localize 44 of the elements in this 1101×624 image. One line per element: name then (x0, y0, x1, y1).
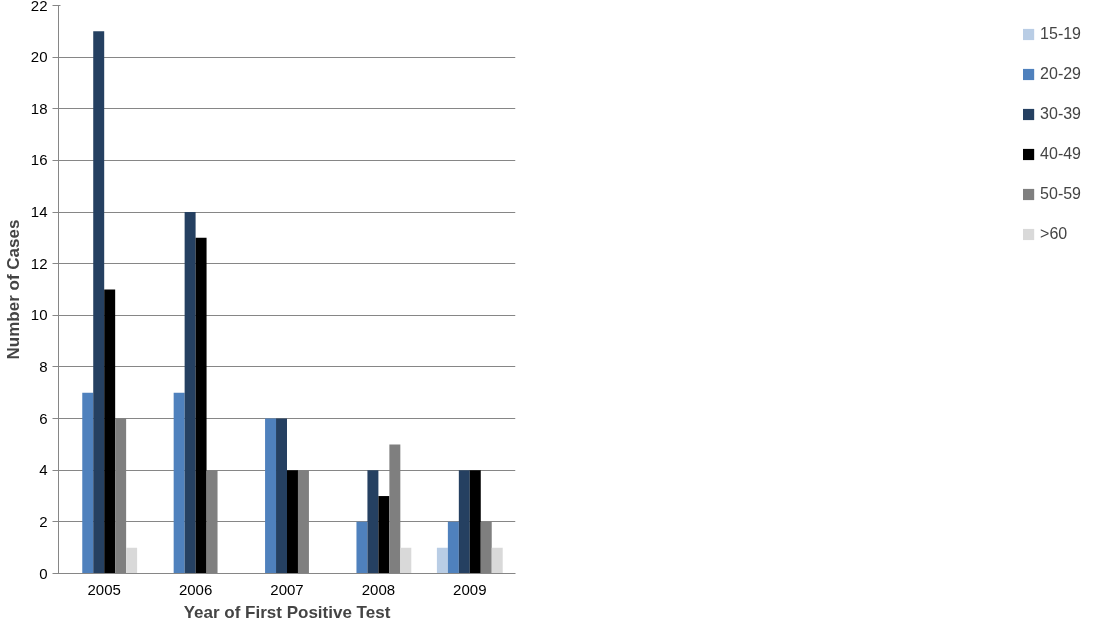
y-tick-label: 6 (39, 409, 48, 427)
legend-label: >60 (1040, 225, 1068, 243)
y-tick-label: 8 (39, 357, 48, 375)
y-tick-label: 20 (30, 48, 48, 66)
x-tick-label: 2009 (453, 580, 487, 598)
y-tick-label: 18 (30, 99, 48, 117)
y-tick-label: 14 (30, 203, 48, 221)
bar (458, 470, 470, 574)
bar (491, 547, 503, 574)
legend-label: 40-49 (1040, 145, 1081, 163)
bar (265, 418, 277, 574)
bar (173, 392, 185, 574)
bar (287, 470, 298, 574)
bar (400, 547, 412, 574)
bar (195, 237, 207, 574)
y-tick-label: 4 (39, 461, 48, 479)
bar (356, 521, 368, 574)
legend-label: 30-39 (1040, 105, 1081, 123)
bar (469, 470, 481, 574)
y-tick-label: 2 (39, 512, 48, 530)
y-axis-title: Number of Cases (3, 219, 23, 360)
bar (184, 212, 196, 574)
x-tick-label: 2006 (178, 580, 213, 598)
y-tick-label: 12 (30, 254, 48, 272)
bar (126, 547, 138, 574)
bar (93, 31, 105, 574)
x-tick-label: 2008 (361, 580, 396, 598)
y-tick-label: 0 (39, 564, 48, 582)
legend-label: 50-59 (1040, 185, 1081, 203)
bar (276, 418, 287, 574)
bar (104, 289, 116, 574)
y-tick-label: 16 (30, 151, 48, 169)
bar (378, 496, 390, 574)
legend-label: 15-19 (1040, 25, 1081, 43)
bar (447, 521, 459, 574)
x-axis-title: Year of First Positive Test (183, 602, 391, 622)
legend-label: 20-29 (1040, 65, 1081, 83)
bar (436, 547, 448, 574)
y-tick-label: 22 (30, 0, 48, 14)
bar (82, 392, 94, 574)
x-tick-label: 2005 (87, 580, 121, 598)
y-tick-label: 10 (30, 306, 48, 324)
x-tick-label: 2007 (270, 580, 304, 598)
bar (367, 470, 379, 574)
